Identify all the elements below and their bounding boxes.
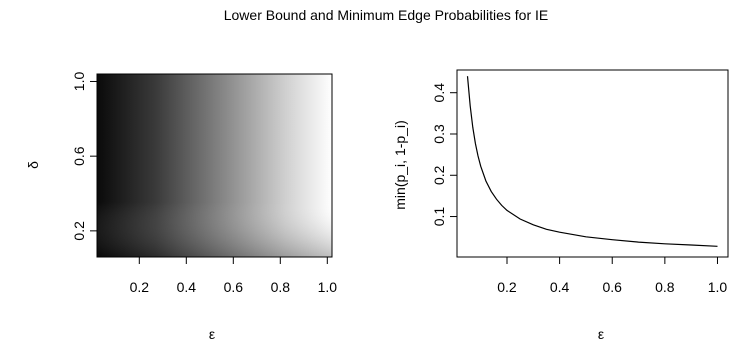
- right-x-tick-label: 0.8: [655, 279, 675, 295]
- right-y-tick-label: 0.1: [431, 207, 447, 227]
- right-x-tick-label: 0.2: [497, 279, 517, 295]
- left-y-axis: 0.2 0.6 1.0: [71, 72, 97, 241]
- left-x-axis: 0.2 0.4 0.6 0.8 1.0: [130, 257, 338, 295]
- heatmap-panel: 0.2 0.4 0.6 0.8 1.0 0.2 0.6 1.0 ε δ: [25, 72, 337, 342]
- right-y-tick-label: 0.3: [431, 124, 447, 144]
- right-y-axis-label: min(p_i, 1-p_i): [392, 120, 408, 209]
- left-y-axis-label: δ: [25, 161, 41, 169]
- right-x-axis-label: ε: [598, 326, 604, 342]
- left-x-tick-label: 0.8: [271, 279, 291, 295]
- left-x-axis-label: ε: [209, 326, 215, 342]
- left-y-tick-label: 0.6: [71, 146, 87, 166]
- line-frame: [456, 69, 729, 258]
- right-x-axis: 0.2 0.4 0.6 0.8 1.0: [497, 257, 727, 295]
- left-x-tick-label: 0.6: [224, 279, 244, 295]
- right-y-tick-label: 0.2: [431, 165, 447, 185]
- right-x-tick-label: 0.6: [602, 279, 622, 295]
- chart-title: Lower Bound and Minimum Edge Probabiliti…: [224, 7, 549, 23]
- left-y-tick-label: 0.2: [71, 221, 87, 241]
- right-x-tick-label: 0.4: [550, 279, 570, 295]
- right-y-axis: 0.1 0.2 0.3 0.4: [431, 83, 457, 227]
- heatmap-frame: [96, 73, 333, 258]
- left-x-tick-label: 0.4: [177, 279, 197, 295]
- left-x-tick-label: 1.0: [318, 279, 338, 295]
- right-y-tick-label: 0.4: [431, 83, 447, 103]
- line-panel: 0.2 0.4 0.6 0.8 1.0 0.1 0.2 0.3 0.4 ε min(p_i, …: [392, 69, 729, 342]
- left-y-tick-label: 1.0: [71, 72, 87, 92]
- right-x-tick-label: 1.0: [708, 279, 728, 295]
- series-line: [466, 76, 718, 247]
- heatmap-bottom-shading: [97, 74, 332, 257]
- left-x-tick-label: 0.2: [130, 279, 150, 295]
